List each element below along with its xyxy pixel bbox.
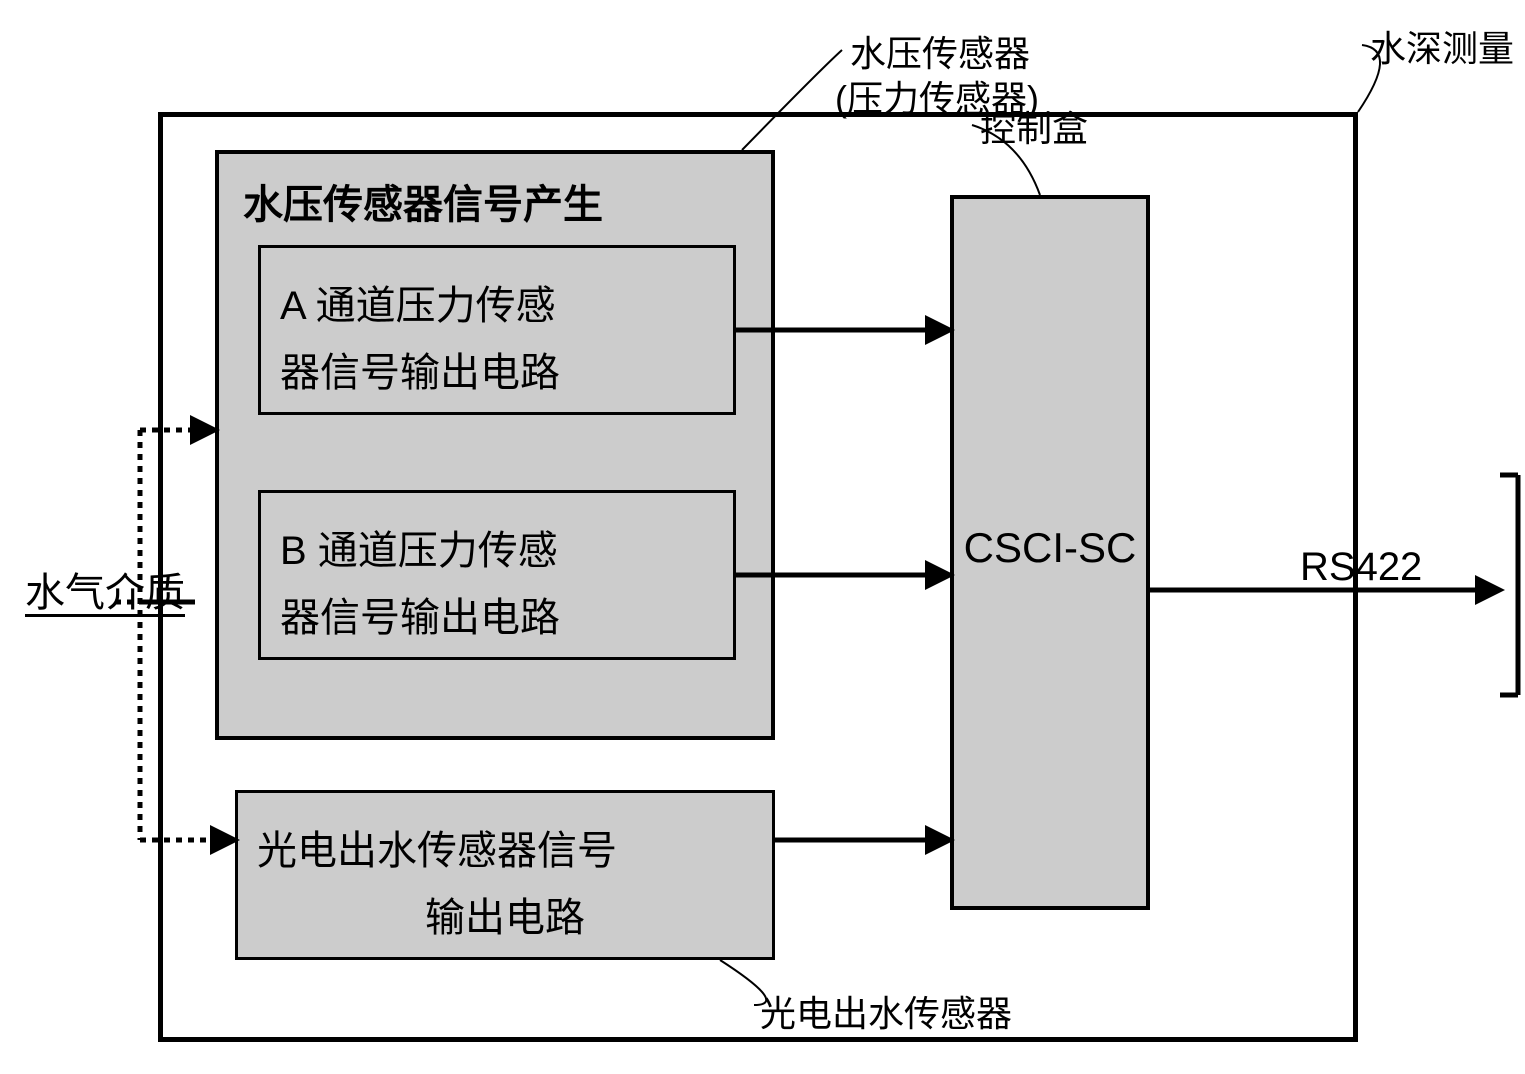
callout-control-box: 控制盒 xyxy=(980,100,1088,152)
callout-water-depth: 水深测量 xyxy=(1370,20,1514,72)
csci-label: CSCI-SC xyxy=(950,524,1150,572)
channel-a-line2: 器信号输出电路 xyxy=(280,340,560,398)
external-input-label: 水气介质 xyxy=(25,560,185,618)
callout-optical-sensor: 光电出水传感器 xyxy=(760,985,1012,1037)
channel-b-line2: 器信号输出电路 xyxy=(280,585,560,643)
diagram-canvas: 水压传感器信号产生 A 通道压力传感 器信号输出电路 B 通道压力传感 器信号输… xyxy=(0,0,1525,1074)
channel-a-line1: A 通道压力传感 xyxy=(280,273,556,331)
sensor-group-title: 水压传感器信号产生 xyxy=(243,172,603,230)
rs422-label: RS422 xyxy=(1300,545,1422,590)
channel-b-line1: B 通道压力传感 xyxy=(280,518,558,576)
optical-line1: 光电出水传感器信号 xyxy=(257,818,617,876)
optical-line2: 输出电路 xyxy=(257,885,753,943)
